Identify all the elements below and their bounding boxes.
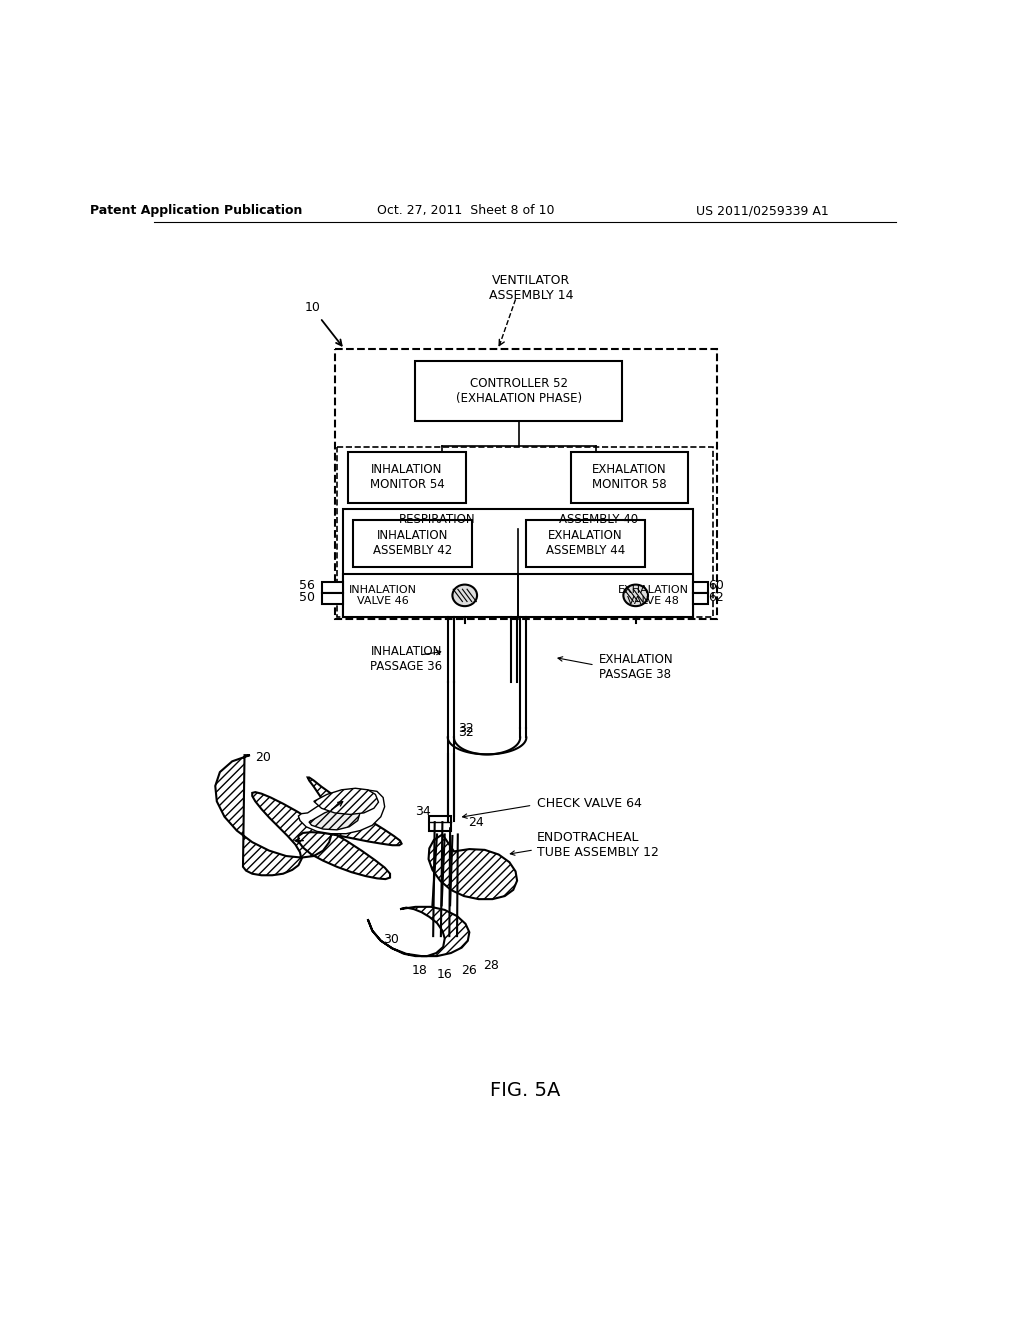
Polygon shape <box>298 789 385 834</box>
Bar <box>692 582 708 593</box>
Bar <box>353 520 472 566</box>
Text: FIG. 5A: FIG. 5A <box>489 1081 560 1100</box>
Text: 16: 16 <box>437 968 453 981</box>
Text: 10: 10 <box>304 301 321 314</box>
Text: ASSEMBLY 40: ASSEMBLY 40 <box>559 513 638 527</box>
Text: Oct. 27, 2011  Sheet 8 of 10: Oct. 27, 2011 Sheet 8 of 10 <box>377 205 554 218</box>
Text: EXHALATION
MONITOR 58: EXHALATION MONITOR 58 <box>592 463 667 491</box>
Bar <box>692 594 708 605</box>
Text: 28: 28 <box>483 958 499 972</box>
Bar <box>343 574 693 616</box>
Text: 24: 24 <box>468 816 483 829</box>
Text: 20: 20 <box>255 751 271 764</box>
Bar <box>525 520 645 566</box>
Bar <box>429 816 451 832</box>
Text: CHECK VALVE 64: CHECK VALVE 64 <box>538 797 642 810</box>
Text: ENDOTRACHEAL
TUBE ASSEMBLY 12: ENDOTRACHEAL TUBE ASSEMBLY 12 <box>538 832 659 859</box>
Text: INHALATION
ASSEMBLY 42: INHALATION ASSEMBLY 42 <box>373 529 453 557</box>
Text: 32: 32 <box>459 726 474 739</box>
Bar <box>322 582 343 593</box>
Bar <box>416 360 622 421</box>
Polygon shape <box>368 907 469 956</box>
Text: RESPIRATION: RESPIRATION <box>399 513 476 527</box>
Text: INHALATION
MONITOR 54: INHALATION MONITOR 54 <box>370 463 444 491</box>
Bar <box>343 508 693 616</box>
Bar <box>335 350 717 619</box>
Polygon shape <box>313 788 379 814</box>
Bar <box>337 447 713 616</box>
Text: CONTROLLER 52
(EXHALATION PHASE): CONTROLLER 52 (EXHALATION PHASE) <box>456 378 582 405</box>
Text: INHALATION
VALVE 46: INHALATION VALVE 46 <box>349 585 417 606</box>
Polygon shape <box>215 755 401 879</box>
Ellipse shape <box>624 585 648 606</box>
Ellipse shape <box>453 585 477 606</box>
Text: 60: 60 <box>708 579 724 593</box>
Bar <box>322 594 343 605</box>
Text: EXHALATION
PASSAGE 38: EXHALATION PASSAGE 38 <box>599 652 674 681</box>
Text: 26: 26 <box>462 964 477 977</box>
Bar <box>571 451 688 503</box>
Polygon shape <box>309 805 360 830</box>
Text: 30: 30 <box>383 933 398 946</box>
Text: EXHALATION
VALVE 48: EXHALATION VALVE 48 <box>617 585 689 606</box>
Text: Patent Application Publication: Patent Application Publication <box>90 205 302 218</box>
Polygon shape <box>429 834 517 899</box>
Text: 62: 62 <box>708 591 724 603</box>
Text: 56: 56 <box>299 579 315 593</box>
Bar <box>348 451 466 503</box>
Text: EXHALATION
ASSEMBLY 44: EXHALATION ASSEMBLY 44 <box>546 529 625 557</box>
Text: VENTILATOR
ASSEMBLY 14: VENTILATOR ASSEMBLY 14 <box>488 273 573 302</box>
Text: 34: 34 <box>416 805 431 818</box>
Text: 32: 32 <box>458 722 473 735</box>
Text: 18: 18 <box>412 964 427 977</box>
Text: US 2011/0259339 A1: US 2011/0259339 A1 <box>695 205 828 218</box>
Text: 50: 50 <box>299 591 315 603</box>
Text: INHALATION
PASSAGE 36: INHALATION PASSAGE 36 <box>370 645 442 673</box>
